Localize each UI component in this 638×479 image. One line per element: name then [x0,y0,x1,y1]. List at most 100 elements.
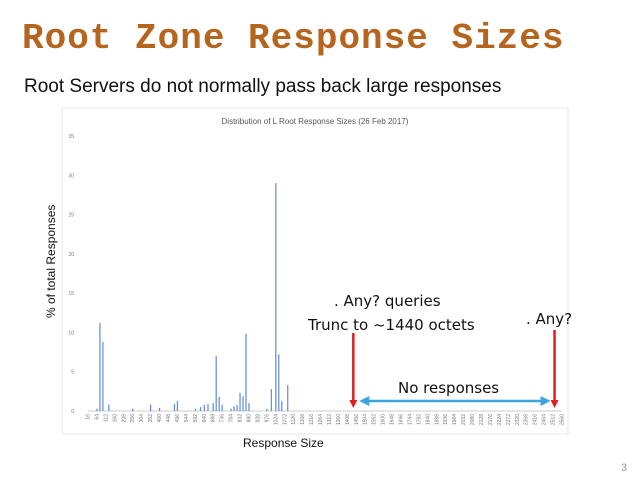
x-tick-label: 976 [264,414,270,423]
bar [158,407,161,411]
x-tick-label: 2416 [533,414,539,425]
x-tick-label: 304 [139,414,145,423]
x-ticks: 16 64 112 160 208 256 304 352 400 448 496 544 592 640… [86,414,566,425]
bar [199,407,202,411]
x-tick-label: 2368 [524,414,530,425]
y-tick-label: 0 [71,409,74,415]
bar [221,404,223,411]
x-tick-label: 1312 [327,414,333,425]
x-tick-label: 1984 [452,414,458,425]
x-tick-label: 1696 [399,414,405,425]
bar [102,341,104,411]
x-tick-label: 1648 [390,414,396,425]
x-tick-label: 928 [255,414,261,423]
x-tick-label: 2080 [470,414,476,425]
chart-title: Distribution of L Root Response Sizes (2… [222,117,409,126]
x-tick-label: 1168 [300,414,306,425]
x-tick-label: 1216 [309,414,315,425]
y-tick-label: 20 [68,252,74,258]
bar [203,404,205,411]
y-tick-label: 30 [68,173,74,179]
x-tick-label: 736 [220,414,226,423]
slide-subtitle: Root Servers do not normally pass back l… [24,76,502,97]
x-tick-label: 496 [175,414,181,423]
bar [218,396,220,411]
x-tick-label: 1936 [443,414,449,425]
bar [132,408,134,411]
y-tick-label: 25 [68,213,74,219]
x-tick-label: 544 [184,414,190,423]
annotation-any-queries: . Any? queries [334,292,441,310]
annotation-no-responses: No responses [398,379,499,397]
x-tick-label: 1792 [416,414,422,425]
x-tick-label: 1360 [336,414,342,425]
bars [96,183,289,411]
y-tick-label: 10 [68,330,74,336]
bar [99,323,101,411]
x-tick-label: 1264 [318,414,324,425]
chart-frame [61,107,569,435]
x-tick-label: 880 [246,414,252,423]
x-tick-label: 16 [86,414,92,420]
x-tick-label: 160 [112,414,118,423]
bar [215,356,217,411]
annotations: . Any? queries Trunc to ~1440 octets . A… [307,292,572,408]
bar [248,403,250,411]
x-tick-label: 256 [130,414,136,423]
bar [233,406,235,411]
bar [150,404,152,411]
x-tick-label: 2032 [461,414,467,425]
x-tick-label: 2272 [506,414,512,425]
x-tick-label: 2512 [551,414,557,425]
x-tick-label: 400 [157,414,163,423]
x-tick-label: 352 [148,414,154,423]
bar [96,408,98,411]
bar [287,385,289,411]
bar [194,408,196,411]
bar [242,396,244,411]
bar [236,404,238,411]
slide-title: Root Zone Response Sizes [22,18,565,59]
x-tick-label: 832 [238,414,244,423]
bar [278,354,280,411]
x-tick-label: 2320 [515,414,521,425]
x-tick-label: 2560 [560,414,566,425]
bar [230,408,232,411]
x-tick-label: 1024 [273,414,279,425]
x-tick-label: 1072 [282,414,288,425]
bar [266,408,268,411]
x-tick-label: 2176 [488,414,494,425]
x-axis-label: Response Size [243,436,324,450]
y-tick-label: 35 [68,134,74,140]
y-tick-label: 5 [71,370,74,376]
x-tick-label: 592 [193,414,199,423]
x-tick-label: 1120 [291,414,297,425]
annotation-trunc: Trunc to ~1440 octets [307,316,475,334]
bar [108,404,110,411]
bar [173,403,176,411]
bar [245,334,247,411]
y-tick-label: 15 [68,291,74,297]
x-tick-label: 2128 [479,414,485,425]
x-tick-label: 1888 [434,414,440,425]
bar [212,403,214,411]
bar [270,389,272,411]
y-ticks: 0 5 10 15 20 25 30 35 [68,134,74,415]
page-number: 3 [621,462,628,474]
x-tick-label: 2464 [542,414,548,425]
bar [281,400,283,411]
x-tick-label: 784 [229,414,235,423]
annotation-any: . Any? [526,310,572,328]
x-tick-label: 1408 [345,414,351,425]
x-tick-label: 112 [103,414,109,422]
bar [207,403,209,411]
x-tick-label: 1600 [381,414,387,425]
x-tick-label: 448 [166,414,172,423]
x-tick-label: 208 [121,414,127,423]
x-tick-label: 688 [211,414,217,423]
x-tick-label: 640 [202,414,208,423]
bar [239,392,241,411]
bar [275,183,277,411]
x-tick-label: 1552 [372,414,378,425]
